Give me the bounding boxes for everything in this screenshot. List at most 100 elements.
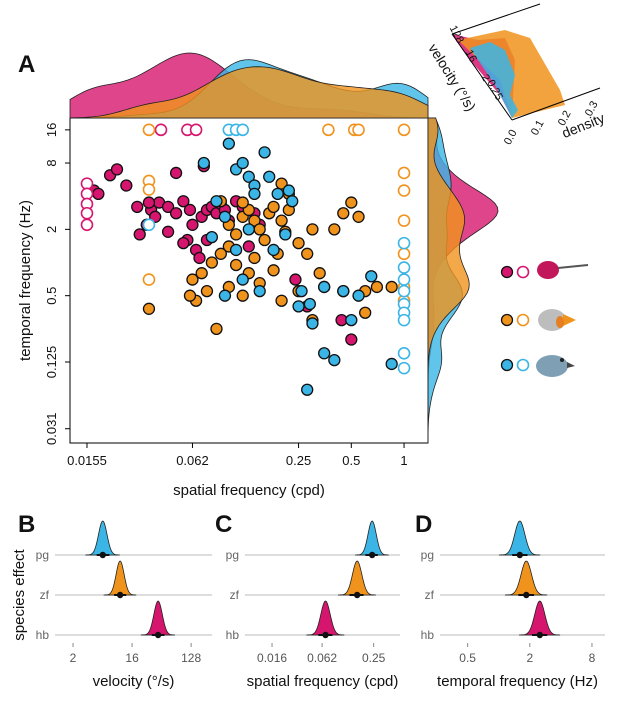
point bbox=[289, 273, 302, 286]
point bbox=[222, 137, 235, 150]
point bbox=[193, 251, 206, 265]
point bbox=[328, 223, 341, 236]
point bbox=[306, 223, 319, 236]
point bbox=[397, 361, 411, 375]
point bbox=[131, 200, 144, 214]
estimate-dot bbox=[368, 551, 376, 559]
estimate-dot bbox=[516, 551, 523, 559]
point bbox=[161, 225, 175, 238]
point bbox=[370, 280, 384, 294]
point bbox=[258, 233, 271, 247]
point bbox=[195, 267, 208, 280]
point bbox=[253, 223, 266, 236]
point bbox=[345, 196, 358, 209]
point bbox=[205, 230, 219, 244]
category-label: hb bbox=[226, 628, 240, 642]
legend-marker bbox=[516, 313, 530, 327]
point bbox=[318, 280, 331, 294]
point bbox=[385, 357, 398, 371]
point bbox=[352, 289, 365, 302]
point bbox=[328, 353, 341, 367]
point bbox=[248, 251, 261, 265]
point bbox=[229, 243, 243, 257]
x-tick-label: 0.5 bbox=[342, 453, 360, 468]
point bbox=[177, 195, 190, 208]
point bbox=[397, 236, 411, 250]
point bbox=[271, 187, 284, 201]
inset-x-tick-label: 16 bbox=[463, 48, 479, 64]
point bbox=[218, 289, 232, 302]
point bbox=[318, 347, 331, 360]
legend-marker bbox=[500, 358, 514, 372]
y-tick-label: 0.031 bbox=[44, 412, 59, 445]
point bbox=[205, 256, 219, 269]
point bbox=[345, 313, 358, 327]
ridge-density bbox=[140, 600, 175, 636]
point bbox=[210, 322, 223, 335]
marginal-density bbox=[427, 117, 470, 443]
y-tick-label: 16 bbox=[44, 123, 59, 137]
estimate-dot bbox=[116, 591, 124, 599]
category-label: hb bbox=[36, 628, 50, 642]
point bbox=[359, 306, 372, 319]
x-tick-label: 0.062 bbox=[176, 453, 209, 468]
ridge-density bbox=[519, 600, 561, 636]
marginal-density bbox=[69, 66, 429, 119]
x-axis-label: velocity (°/s) bbox=[93, 673, 175, 690]
point bbox=[267, 264, 280, 277]
x-axis-label: temporal frequency (Hz) bbox=[437, 673, 598, 690]
point bbox=[295, 284, 308, 298]
point bbox=[267, 200, 280, 214]
point bbox=[229, 228, 243, 241]
point bbox=[183, 203, 197, 217]
y-tick-label: 0.5 bbox=[44, 287, 59, 305]
x-tick-label: 0.25 bbox=[286, 453, 311, 468]
point bbox=[169, 166, 183, 180]
point bbox=[385, 280, 398, 294]
estimate-dot bbox=[536, 631, 544, 639]
x-tick-label: 2 bbox=[70, 651, 77, 665]
point bbox=[142, 273, 156, 286]
ridge-density bbox=[306, 600, 345, 636]
point bbox=[301, 383, 314, 396]
point bbox=[236, 273, 249, 286]
point bbox=[236, 196, 249, 209]
point bbox=[80, 218, 94, 232]
point bbox=[200, 284, 214, 298]
point bbox=[337, 207, 350, 220]
inset-x-tick-label: 2 bbox=[478, 72, 491, 83]
point bbox=[263, 170, 276, 183]
point bbox=[242, 240, 255, 253]
point bbox=[275, 214, 288, 227]
point bbox=[365, 270, 378, 283]
point bbox=[397, 166, 411, 180]
point bbox=[214, 247, 227, 260]
point bbox=[267, 243, 280, 257]
point bbox=[210, 195, 223, 208]
point bbox=[189, 123, 203, 137]
category-label: zf bbox=[230, 588, 240, 602]
point bbox=[236, 123, 250, 137]
bird-icons bbox=[536, 261, 589, 377]
point bbox=[248, 214, 261, 227]
ridge-density bbox=[103, 560, 137, 596]
inset-shapes bbox=[451, 3, 601, 121]
category-label: pg bbox=[226, 548, 239, 562]
panel-letter: A bbox=[18, 51, 35, 78]
ridge-density bbox=[85, 520, 120, 556]
point bbox=[275, 294, 288, 307]
point bbox=[236, 156, 249, 170]
x-tick-label: 16 bbox=[125, 651, 139, 665]
x-tick-label: 128 bbox=[181, 651, 201, 665]
point bbox=[352, 210, 365, 223]
inset-y-tick-label: 0.1 bbox=[529, 118, 547, 137]
category-label: zf bbox=[425, 588, 435, 602]
category-label: pg bbox=[36, 548, 49, 562]
ridge-density bbox=[338, 560, 376, 596]
point bbox=[133, 228, 146, 241]
point bbox=[186, 273, 199, 286]
y-tick-label: 2 bbox=[44, 226, 59, 233]
point bbox=[352, 123, 365, 137]
category-label: hb bbox=[421, 628, 435, 642]
